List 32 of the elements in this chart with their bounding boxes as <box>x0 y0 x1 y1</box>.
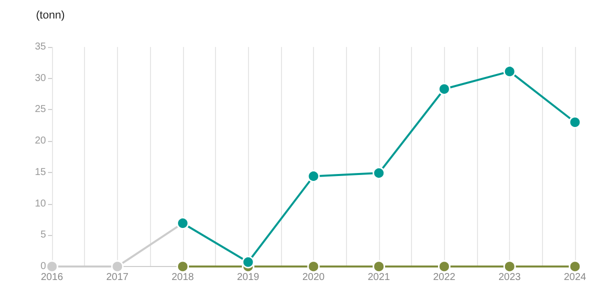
y-tick-label: 20 <box>34 136 46 147</box>
point <box>176 260 189 273</box>
y-tick-label: 35 <box>34 42 46 52</box>
x-tick-label: 2020 <box>302 272 326 283</box>
y-tick-label: 10 <box>34 198 46 210</box>
x-tick-label: 2021 <box>368 272 390 283</box>
point <box>568 116 582 129</box>
point <box>307 170 320 182</box>
point <box>242 256 254 268</box>
x-tick-label: 2024 <box>564 272 587 283</box>
point <box>307 260 320 273</box>
y-tick-label: 0 <box>40 261 46 272</box>
x-tick-label: 2022 <box>433 272 456 283</box>
x-tick-label: 2023 <box>498 272 522 283</box>
point <box>372 260 386 273</box>
point <box>503 260 516 273</box>
point <box>438 260 450 273</box>
y-tick-label: 5 <box>40 230 46 241</box>
x-tick-label: 2018 <box>172 272 194 283</box>
point <box>46 260 58 273</box>
point <box>372 166 386 180</box>
x-tick-label: 2019 <box>237 272 260 283</box>
y-tick-label: 30 <box>34 72 46 84</box>
point <box>438 82 450 96</box>
y-axis-title: (tonn) <box>36 10 65 22</box>
point <box>111 260 124 273</box>
y-tick-label: 15 <box>34 166 46 178</box>
point <box>503 65 516 78</box>
point <box>568 260 582 273</box>
x-tick-label: 2016 <box>40 272 64 283</box>
x-tick-label: 2017 <box>106 272 129 283</box>
y-tick-label: 25 <box>34 104 46 116</box>
